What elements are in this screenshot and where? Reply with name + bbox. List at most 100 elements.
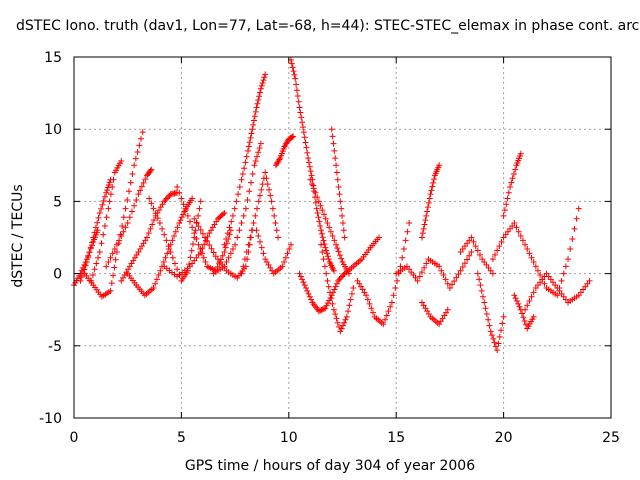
series-arc4 <box>88 157 125 284</box>
data-point <box>414 277 421 284</box>
data-point <box>492 343 499 350</box>
data-point <box>290 133 297 140</box>
data-point <box>325 283 332 290</box>
data-point <box>524 302 531 309</box>
data-point <box>315 214 322 221</box>
data-point <box>195 241 202 248</box>
data-point <box>446 285 453 292</box>
data-point <box>103 263 110 270</box>
y-tick-label: 10 <box>44 122 62 138</box>
data-point <box>292 75 299 82</box>
data-point <box>284 250 291 257</box>
data-point <box>390 292 397 299</box>
data-point <box>117 231 124 238</box>
data-point <box>340 227 347 234</box>
data-point <box>275 234 282 241</box>
data-point <box>303 144 310 151</box>
data-point <box>329 133 336 140</box>
series-arc25 <box>418 162 443 241</box>
series-arc10 <box>174 183 234 274</box>
data-point <box>517 306 524 313</box>
data-point <box>420 225 427 232</box>
data-point <box>427 191 434 198</box>
data-point <box>164 250 171 257</box>
data-point <box>366 300 373 307</box>
data-point <box>339 220 346 227</box>
data-point <box>333 280 340 287</box>
data-point <box>154 215 161 222</box>
data-point <box>507 183 514 190</box>
data-point <box>291 71 298 78</box>
data-point <box>348 290 355 297</box>
data-point <box>421 264 428 271</box>
data-point <box>474 270 481 277</box>
data-point <box>103 189 110 196</box>
data-point <box>251 162 258 169</box>
data-point <box>322 215 329 222</box>
data-point <box>522 321 529 328</box>
data-point <box>494 347 501 354</box>
data-point <box>419 230 426 237</box>
data-point <box>257 140 264 147</box>
data-point <box>322 244 329 251</box>
data-point <box>242 159 249 166</box>
data-point <box>124 196 131 203</box>
data-point <box>515 300 522 307</box>
data-point <box>103 214 110 221</box>
data-point <box>254 153 261 160</box>
data-point <box>299 276 306 283</box>
data-point <box>113 241 120 248</box>
data-point <box>243 248 250 255</box>
data-point <box>129 170 136 177</box>
data-point <box>436 263 443 270</box>
data-point <box>472 243 479 250</box>
data-point <box>98 240 105 247</box>
data-point <box>100 197 107 204</box>
data-point <box>94 219 101 226</box>
data-point <box>416 273 423 280</box>
data-point <box>339 212 346 219</box>
data-point <box>122 224 129 231</box>
data-point <box>334 319 341 326</box>
data-point <box>262 169 269 176</box>
data-point <box>526 298 533 305</box>
data-point <box>571 225 578 232</box>
data-point <box>305 159 312 166</box>
data-point <box>336 324 343 331</box>
data-point <box>181 208 188 215</box>
data-point <box>221 263 228 270</box>
data-point <box>495 340 502 347</box>
data-point <box>236 183 243 190</box>
data-point <box>174 183 181 190</box>
y-tick-label: 15 <box>44 50 62 66</box>
data-point <box>161 198 168 205</box>
data-point <box>111 246 118 253</box>
data-point <box>163 237 170 244</box>
data-point <box>468 234 475 241</box>
data-point <box>245 241 252 248</box>
data-point <box>197 226 204 233</box>
series-arc19 <box>307 176 352 277</box>
data-point <box>257 192 264 199</box>
data-point <box>199 250 206 257</box>
data-point <box>246 188 253 195</box>
data-point <box>324 220 331 227</box>
data-point <box>238 220 245 227</box>
data-point <box>134 149 141 156</box>
data-point <box>162 254 169 261</box>
data-point <box>271 212 278 219</box>
data-point <box>174 266 181 273</box>
data-point <box>148 166 155 173</box>
data-point <box>322 305 329 312</box>
data-point <box>125 188 132 195</box>
data-point <box>279 263 286 270</box>
data-point <box>449 281 456 288</box>
data-point <box>90 234 97 241</box>
data-point <box>92 224 99 231</box>
data-point <box>235 191 242 198</box>
data-point <box>423 212 430 219</box>
data-point <box>250 220 257 227</box>
data-point <box>162 196 169 203</box>
data-point <box>318 306 325 313</box>
data-point <box>124 220 131 227</box>
